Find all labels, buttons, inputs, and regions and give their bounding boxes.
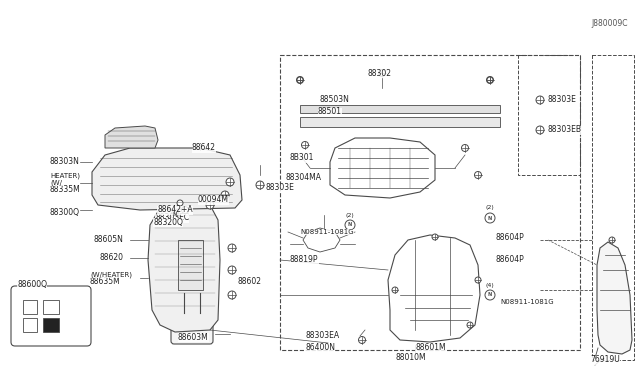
Text: 76919U: 76919U (590, 356, 620, 365)
Circle shape (485, 213, 495, 223)
Circle shape (485, 290, 495, 300)
Text: 88335M: 88335M (50, 186, 81, 195)
Circle shape (171, 211, 179, 219)
Text: 88600Q: 88600Q (17, 280, 47, 289)
Text: 88303E: 88303E (548, 96, 577, 105)
Text: 86400N: 86400N (305, 343, 335, 353)
Text: (W/HEATER): (W/HEATER) (90, 272, 132, 278)
Circle shape (536, 96, 544, 104)
Circle shape (297, 77, 303, 83)
Bar (592, 55, 634, 360)
Circle shape (206, 201, 214, 209)
Text: 88303EB: 88303EB (548, 125, 582, 135)
Polygon shape (92, 148, 242, 210)
Circle shape (296, 77, 303, 83)
Text: (2): (2) (346, 212, 355, 218)
Text: 88642: 88642 (192, 144, 216, 153)
Text: 88604P: 88604P (495, 256, 524, 264)
Circle shape (226, 178, 234, 186)
FancyBboxPatch shape (171, 310, 213, 344)
Circle shape (345, 220, 355, 230)
Bar (43, 318, 59, 332)
Text: 88302: 88302 (368, 68, 392, 77)
Text: 88604P: 88604P (495, 234, 524, 243)
Text: (2): (2) (486, 205, 494, 211)
Text: (4): (4) (486, 282, 494, 288)
Circle shape (358, 337, 365, 343)
Circle shape (536, 126, 544, 134)
Text: N: N (173, 212, 177, 218)
Text: 88501: 88501 (318, 108, 342, 116)
Circle shape (301, 141, 308, 148)
Text: 88642+A: 88642+A (157, 205, 193, 215)
Text: N: N (348, 222, 352, 228)
Text: 88601M: 88601M (415, 343, 445, 353)
Text: 88602: 88602 (237, 278, 261, 286)
Circle shape (392, 287, 398, 293)
Text: 88304MA: 88304MA (285, 173, 321, 183)
Text: (W/: (W/ (50, 180, 62, 186)
Circle shape (475, 277, 481, 283)
Polygon shape (105, 126, 158, 148)
Text: 88620: 88620 (100, 253, 124, 263)
Text: N: N (488, 292, 492, 298)
Bar (43, 300, 59, 314)
Text: N08911-1081G: N08911-1081G (300, 229, 354, 235)
Text: 88303E: 88303E (265, 183, 294, 192)
Text: N08911-1081G: N08911-1081G (500, 299, 554, 305)
Text: 88303EC: 88303EC (155, 214, 189, 222)
Text: 88320Q: 88320Q (153, 218, 183, 227)
Circle shape (487, 77, 493, 83)
Circle shape (467, 322, 473, 328)
Text: 8B301: 8B301 (290, 154, 314, 163)
Circle shape (221, 191, 229, 199)
Text: N: N (488, 215, 492, 221)
Text: 88303EA: 88303EA (305, 330, 339, 340)
Circle shape (378, 70, 385, 77)
Text: 88605N: 88605N (93, 235, 123, 244)
Polygon shape (597, 242, 632, 354)
Circle shape (609, 237, 615, 243)
Text: 88603M: 88603M (178, 333, 209, 341)
Circle shape (177, 200, 183, 206)
FancyBboxPatch shape (11, 286, 91, 346)
Text: 88010M: 88010M (395, 353, 426, 362)
Text: 00094M: 00094M (198, 196, 229, 205)
Circle shape (486, 77, 493, 83)
Circle shape (228, 244, 236, 252)
Text: 88303N: 88303N (50, 157, 80, 167)
Text: 88635M: 88635M (90, 278, 121, 286)
Circle shape (182, 206, 189, 214)
Circle shape (432, 234, 438, 240)
Text: HEATER): HEATER) (50, 173, 80, 179)
Text: 88300Q: 88300Q (50, 208, 80, 217)
Bar (23, 300, 37, 314)
Circle shape (256, 181, 264, 189)
Circle shape (228, 291, 236, 299)
Text: 88819P: 88819P (290, 256, 319, 264)
Text: 88503N: 88503N (320, 96, 350, 105)
Circle shape (461, 144, 468, 151)
Bar (300, 105, 500, 113)
Bar (280, 55, 580, 350)
Text: J880009C: J880009C (591, 19, 628, 28)
Bar (518, 55, 580, 175)
Bar (300, 117, 500, 127)
Bar (178, 240, 203, 290)
Bar (23, 318, 37, 332)
Circle shape (228, 266, 236, 274)
Polygon shape (148, 200, 220, 332)
Circle shape (474, 171, 481, 179)
